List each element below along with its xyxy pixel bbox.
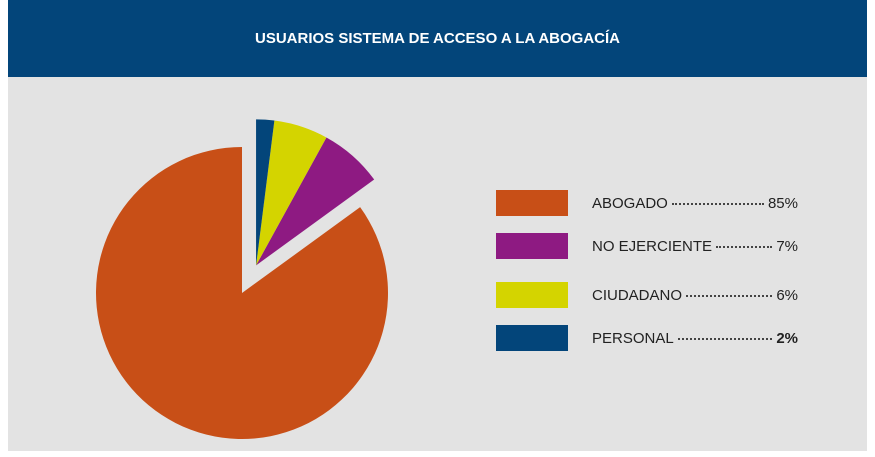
pie-slice	[256, 119, 275, 266]
value-label: 6%	[776, 286, 798, 304]
pie-slice	[96, 147, 389, 439]
legend-item: PERSONAL 2%	[496, 325, 798, 351]
value-label: 7%	[776, 237, 798, 255]
legend-item: NO EJERCIENTE 7%	[496, 233, 798, 259]
legend-label: NO EJERCIENTE	[592, 237, 713, 255]
legend-item: CIUDADANO 6%	[496, 282, 798, 308]
chart-title: USUARIOS SISTEMA DE ACCESO A LA ABOGACÍA	[254, 30, 621, 47]
leader-dots	[686, 294, 773, 297]
leader-dots	[671, 202, 764, 205]
value-label: 2%	[776, 329, 798, 347]
legend-label: CIUDADANO	[592, 286, 683, 304]
value-label: 85%	[767, 194, 798, 212]
leader-dots	[716, 245, 773, 248]
leader-dots	[677, 337, 773, 340]
pie-slice	[256, 137, 375, 266]
legend-text: CIUDADANO 6%	[592, 287, 798, 304]
legend-text: NO EJERCIENTE 7%	[592, 238, 798, 255]
legend-text: ABOGADO 85%	[592, 195, 798, 212]
legend-swatch	[496, 325, 568, 351]
pie-slice	[256, 120, 327, 266]
legend-swatch	[496, 282, 568, 308]
legend-swatch	[496, 233, 568, 259]
legend-item: ABOGADO 85%	[496, 190, 798, 216]
header: USUARIOS SISTEMA DE ACCESO A LA ABOGACÍA	[8, 0, 867, 77]
legend-text: PERSONAL 2%	[592, 330, 798, 347]
legend-label: ABOGADO	[592, 194, 668, 212]
legend-swatch	[496, 190, 568, 216]
legend-label: PERSONAL	[592, 329, 674, 347]
